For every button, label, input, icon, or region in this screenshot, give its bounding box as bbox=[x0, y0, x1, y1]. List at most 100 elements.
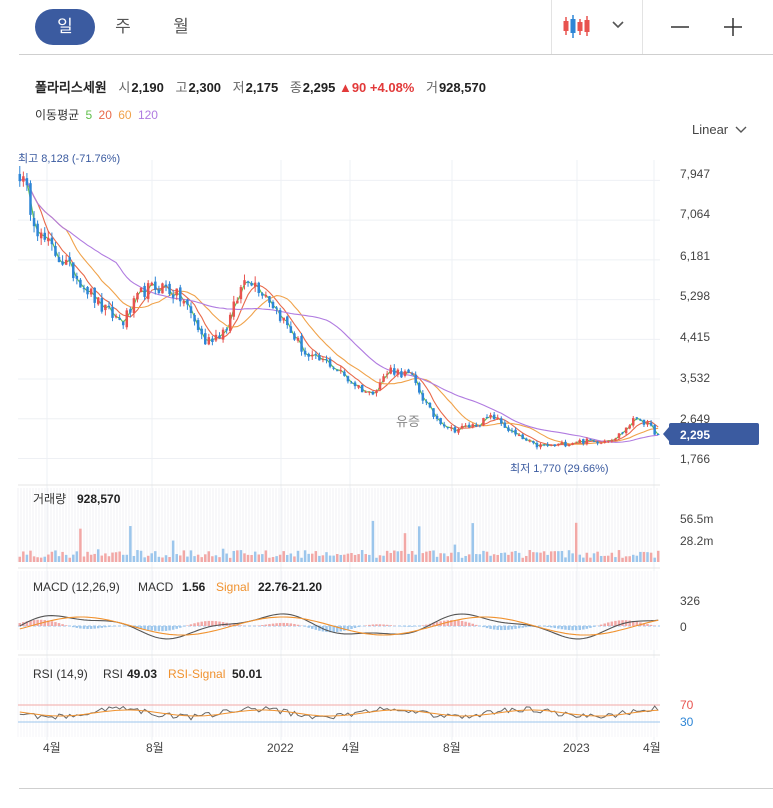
volume-bar bbox=[75, 551, 79, 562]
volume-bar bbox=[639, 551, 642, 562]
volume-bar bbox=[221, 548, 225, 562]
volume-bar bbox=[460, 557, 464, 562]
y-tick-label: 5,298 bbox=[680, 289, 710, 303]
zoom-out-button[interactable] bbox=[668, 15, 692, 39]
volume-bar bbox=[218, 557, 221, 562]
tab-day[interactable]: 일 bbox=[35, 9, 95, 45]
macd-histogram-bar bbox=[335, 626, 339, 632]
volume-bar bbox=[428, 550, 432, 562]
chart-type-dropdown[interactable] bbox=[610, 16, 626, 36]
divider bbox=[19, 788, 773, 789]
macd-histogram-bar bbox=[275, 623, 278, 626]
volume-bar bbox=[635, 555, 639, 562]
candle-body bbox=[478, 425, 482, 427]
ma-5: 5 bbox=[85, 108, 93, 122]
macd-histogram-bar bbox=[403, 626, 407, 627]
volume-bar bbox=[525, 555, 528, 562]
candle-body bbox=[396, 369, 400, 375]
candle-body bbox=[599, 442, 603, 444]
volume-bar bbox=[614, 557, 617, 562]
macd-histogram-bar bbox=[503, 626, 507, 631]
candle-body bbox=[460, 425, 464, 429]
chart-type-button[interactable] bbox=[560, 10, 596, 44]
volume-bar bbox=[307, 553, 310, 562]
candle-body bbox=[36, 223, 39, 237]
volume-bar bbox=[57, 556, 61, 562]
macd-histogram-bar bbox=[382, 624, 385, 626]
candle-body bbox=[350, 382, 353, 384]
volume-bar bbox=[646, 552, 649, 562]
volume-bar bbox=[36, 557, 39, 562]
volume-bar bbox=[225, 553, 228, 562]
macd-histogram-bar bbox=[311, 626, 314, 629]
candle-body bbox=[439, 418, 442, 424]
candle-body bbox=[357, 385, 360, 388]
candle-body bbox=[464, 425, 467, 427]
macd-histogram-bar bbox=[218, 621, 221, 626]
candle-body bbox=[382, 376, 385, 382]
candle-body bbox=[39, 232, 43, 239]
candle-body bbox=[79, 279, 82, 288]
candle-body bbox=[624, 427, 628, 434]
candle-body bbox=[389, 367, 392, 374]
macd-histogram-bar bbox=[100, 626, 104, 628]
volume-value: 928,570 bbox=[438, 80, 486, 95]
volume-bar bbox=[375, 557, 378, 562]
candle-body bbox=[186, 299, 189, 305]
scale-value: Linear bbox=[692, 122, 729, 137]
volume-bar bbox=[425, 551, 428, 562]
macd-histogram-bar bbox=[521, 626, 524, 628]
candle-body bbox=[214, 334, 218, 341]
macd-histogram-bar bbox=[211, 620, 214, 626]
candle-body bbox=[578, 439, 581, 443]
y-tick-label: 2,649 bbox=[680, 412, 710, 426]
ma-label: 이동평균 bbox=[35, 108, 80, 122]
candle-body bbox=[353, 382, 357, 387]
volume-bar bbox=[378, 555, 382, 562]
macd-histogram-bar bbox=[378, 624, 382, 626]
candle-body bbox=[268, 296, 271, 303]
candle-body bbox=[400, 371, 403, 378]
scale-select[interactable]: Linear bbox=[692, 122, 747, 137]
macd-histogram-bar bbox=[628, 620, 631, 626]
macd-histogram-bar bbox=[32, 620, 36, 626]
candle-body bbox=[232, 301, 236, 317]
volume-bar bbox=[111, 552, 114, 562]
volume-bar bbox=[64, 554, 68, 562]
candle-body bbox=[293, 333, 296, 340]
stock-name: 폴라리스세원 bbox=[35, 80, 107, 95]
zoom-in-button[interactable] bbox=[721, 15, 745, 39]
volume-bar bbox=[232, 550, 236, 562]
x-tick-label: 4월 bbox=[342, 741, 360, 755]
volume-bar bbox=[286, 554, 289, 562]
candle-body bbox=[453, 427, 457, 433]
event-annotation: 유증 bbox=[396, 414, 420, 429]
volume-bar bbox=[275, 556, 278, 562]
macd-histogram-bar bbox=[425, 624, 428, 626]
tab-week[interactable]: 주 bbox=[115, 17, 131, 36]
volume-bar bbox=[582, 557, 585, 562]
macd-title: MACD (12,26,9) bbox=[33, 580, 120, 594]
ma-120: 120 bbox=[137, 108, 158, 122]
candle-body bbox=[72, 262, 75, 279]
candle-body bbox=[300, 335, 303, 352]
macd-histogram-bar bbox=[179, 626, 182, 628]
volume-bar bbox=[325, 552, 328, 562]
candle-body bbox=[228, 314, 232, 332]
volume-bar bbox=[182, 550, 186, 562]
volume-tick-label: 28.2m bbox=[680, 534, 713, 548]
candle-body bbox=[610, 440, 614, 442]
candle-body bbox=[514, 429, 517, 435]
macd-histogram-bar bbox=[200, 621, 203, 626]
macd-histogram-bar bbox=[567, 626, 571, 631]
ma-60: 60 bbox=[118, 108, 132, 122]
volume-bar bbox=[450, 552, 453, 562]
volume-bar bbox=[214, 555, 218, 562]
volume-bar bbox=[578, 554, 581, 562]
candle-body bbox=[628, 425, 631, 429]
candle-body bbox=[542, 444, 546, 446]
rsi-signal-value: 50.01 bbox=[232, 667, 262, 681]
volume-bar bbox=[517, 552, 521, 562]
tab-month[interactable]: 월 bbox=[173, 17, 189, 36]
